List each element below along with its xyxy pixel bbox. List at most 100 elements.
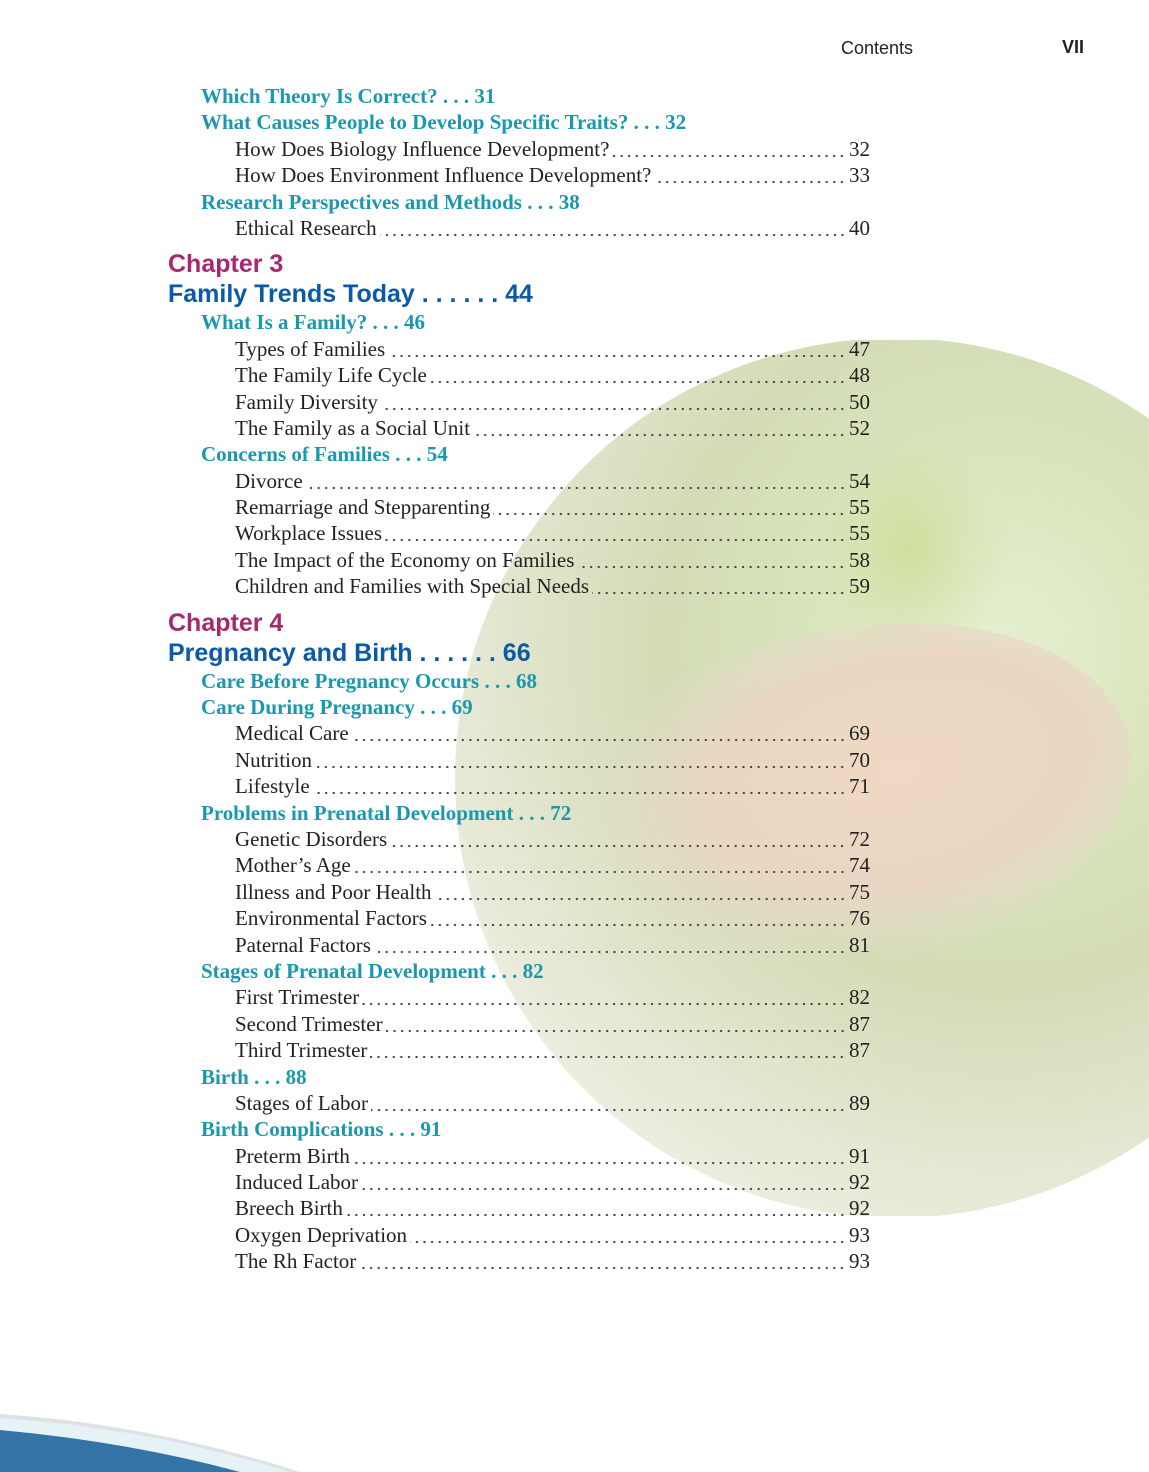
entry-title: First Trimester [235,985,360,1010]
dot-leader [434,878,846,906]
toc-entry: Preterm Birth 91 [168,1142,870,1170]
entry-page: 93 [849,1222,870,1247]
dot-leader [362,984,846,1011]
entry-title: Ethical Research [235,215,377,240]
entry-title: How Does Environment Influence Developme… [235,163,652,188]
dot-leader [359,1248,846,1275]
entry-page: 47 [849,336,870,361]
toc-entry: Divorce 54 [168,467,870,495]
dot-leader [385,520,846,547]
entry-title: Genetic Disorders [235,826,388,851]
section-title: Care During Pregnancy [201,695,415,720]
toc-section: Birth Complications . . . 91 [201,1117,442,1142]
entry-title: Workplace Issues [235,521,383,546]
section-title: What Causes People to Develop Specific T… [201,110,629,135]
section-title: What Is a Family? [201,310,368,335]
toc-entry: The Family as a Social Unit 52 [168,414,870,442]
entry-page: 70 [849,747,870,772]
entry-page: 55 [849,521,870,546]
dot-leader [351,720,846,747]
dot-leader [315,746,846,774]
seedling-image [810,430,1010,670]
entry-page: 89 [849,1090,870,1115]
entry-title: Divorce [235,468,303,493]
toc-entry: Third Trimester 87 [168,1037,870,1064]
section-page: 82 [522,958,544,983]
dot-leader [577,546,846,574]
dot-leader [312,773,846,800]
entry-title: The Rh Factor [235,1249,357,1274]
entry-title: Illness and Poor Health [235,879,432,904]
toc-entry: The Rh Factor 93 [168,1248,870,1275]
dot-leader [353,852,846,879]
entry-page: 93 [849,1249,870,1274]
toc-entry: Illness and Poor Health 75 [168,878,870,906]
section-title: Birth Complications [201,1117,384,1142]
page-number: VII [1062,37,1085,57]
section-page: 72 [550,800,572,825]
entry-title: Paternal Factors [235,932,371,957]
entry-title: Environmental Factors [235,906,427,931]
entry-page: 50 [849,389,870,414]
entry-page: 55 [849,495,870,520]
chapter-title: Pregnancy and Birth . . . . . . 66 [168,638,531,667]
toc-section: Birth . . . 88 [201,1064,307,1089]
chapter-title: Family Trends Today . . . . . . 44 [168,280,533,309]
entry-title: Medical Care [235,721,349,746]
dot-leader [473,414,846,442]
toc-entry: Types of Families 47 [168,335,870,363]
entry-page: 87 [849,1011,870,1036]
entry-page: 59 [849,574,870,599]
toc-section: Stages of Prenatal Development . . . 82 [201,958,544,983]
section-page: 38 [558,189,580,214]
chapter-title-text: Family Trends Today [168,280,415,309]
toc-section: Which Theory Is Correct? . . . 31 [201,84,496,108]
entry-page: 40 [849,215,870,240]
chapter-page: 44 [505,280,533,309]
table-of-contents: Which Theory Is Correct? . . . 31 What Ca… [168,83,870,1275]
toc-entry: Ethical Research 40 [168,214,870,242]
entry-page: 69 [849,721,870,746]
dot-leader [373,931,846,958]
toc-section: Care During Pregnancy . . . 69 [201,695,473,720]
entry-page: 32 [849,136,870,161]
entry-page: 76 [849,906,870,931]
dot-leader [429,905,846,932]
entry-title: Stages of Labor [235,1090,368,1115]
toc-section: Care Before Pregnancy Occurs . . . 68 [201,668,537,693]
toc-entry: Children and Families with Special Needs… [168,573,870,600]
toc-entry: Nutrition 70 [168,746,870,774]
section-page: 31 [474,84,496,108]
toc-entry: Remarriage and Stepparenting 55 [168,494,870,521]
entry-page: 58 [849,547,870,572]
dot-leader [379,214,846,242]
chapter-page: 66 [502,638,531,667]
entry-page: 92 [849,1196,870,1221]
entry-title: Second Trimester [235,1011,383,1036]
toc-entry: Lifestyle 71 [168,773,870,800]
dot-leader [390,825,846,853]
decorative-swoosh [0,1414,300,1472]
toc-entry: Environmental Factors 76 [168,905,870,932]
dot-leader [305,467,846,495]
entry-title: The Impact of the Economy on Families [235,547,575,572]
dot-leader [370,1037,846,1064]
running-header: Contents [841,38,914,58]
toc-entry: Paternal Factors 81 [168,931,870,958]
entry-title: Family Diversity [235,389,378,414]
entry-page: 52 [849,415,870,440]
dot-leader [370,1089,846,1117]
dot-leader [654,162,846,189]
entry-title: The Family as a Social Unit [235,415,471,440]
entry-title: Types of Families [235,336,386,361]
toc-entry: Genetic Disorders 72 [168,825,870,853]
dot-leader [385,1010,846,1038]
section-page: 68 [515,668,537,693]
toc-section: Research Perspectives and Methods . . . … [201,189,580,214]
toc-entry: Workplace Issues 55 [168,520,870,547]
entry-title: Children and Families with Special Needs [235,574,590,599]
entry-title: Mother’s Age [235,853,351,878]
entry-page: 74 [849,853,870,878]
entry-title: Third Trimester [235,1038,368,1063]
entry-title: Nutrition [235,747,312,772]
